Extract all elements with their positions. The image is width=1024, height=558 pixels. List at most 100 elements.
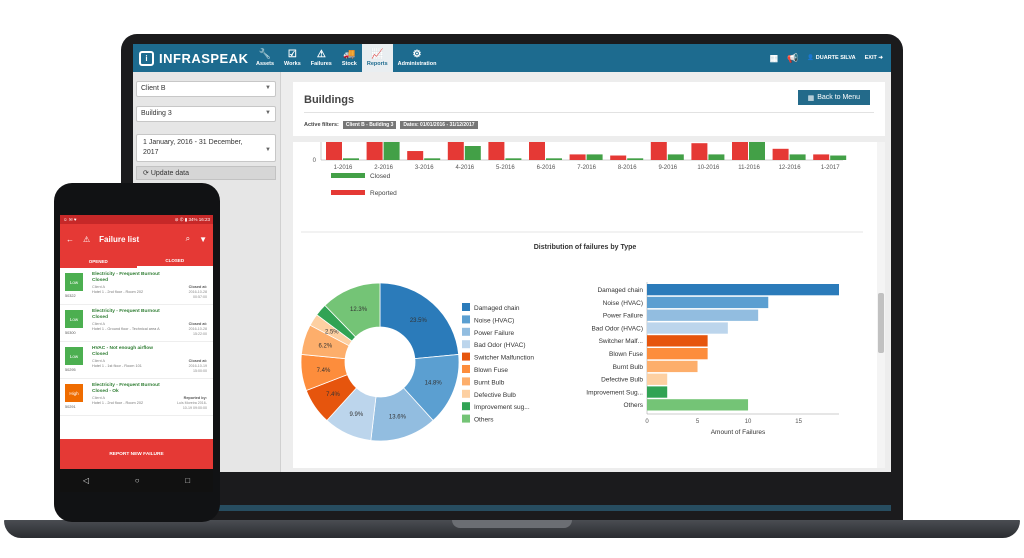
filter-tag-building[interactable]: Client B - Building 3 bbox=[342, 121, 397, 129]
nav-item-failures[interactable]: ⚠ Failures bbox=[306, 44, 337, 72]
hbar bbox=[647, 309, 759, 321]
date-line-1: 1 January, 2016 - 31 December, bbox=[143, 139, 243, 146]
legend-swatch bbox=[462, 414, 470, 423]
client-select[interactable]: Client B ▼ bbox=[136, 81, 276, 97]
user-menu[interactable]: 👤 DUARTE SILVA bbox=[807, 55, 855, 61]
bar-reported bbox=[407, 151, 424, 160]
nav-items: 🔧 Assets ☑ Works ⚠ Failures 🚚 Stock 📈 Reports ⚙ Adm… bbox=[251, 44, 441, 72]
bar-closed bbox=[627, 158, 644, 160]
failure-list-item[interactable]: Low 50300 Electricity - Frequent Burnout Cl… bbox=[60, 305, 213, 342]
bar-reported bbox=[610, 155, 627, 160]
y-tick-label: Switcher Malf... bbox=[599, 338, 644, 345]
pie-data-label: 12.3% bbox=[350, 307, 368, 313]
y-tick-label: Blown Fuse bbox=[609, 351, 643, 358]
hbar bbox=[647, 386, 668, 398]
exit-button[interactable]: EXIT ➜ bbox=[865, 55, 883, 61]
legend-swatch bbox=[462, 340, 470, 349]
nav-item-administration[interactable]: ⚙ Administration bbox=[393, 44, 442, 72]
hbar bbox=[647, 335, 708, 347]
laptop-stripe bbox=[133, 505, 891, 511]
failure-id: 50291 bbox=[65, 405, 76, 409]
building-value: Building 3 bbox=[141, 110, 172, 117]
hbar bbox=[647, 360, 698, 373]
back-arrow-icon[interactable]: ← bbox=[66, 234, 74, 244]
bar-closed bbox=[708, 154, 725, 160]
megaphone-icon[interactable]: 📢 bbox=[787, 52, 799, 63]
failure-location: Hotel 1 - Ground floor - Technical area … bbox=[92, 327, 160, 331]
legend-swatch bbox=[462, 365, 470, 373]
legend-label: Bad Odor (HVAC) bbox=[474, 342, 526, 349]
bar-closed bbox=[546, 158, 562, 160]
y-tick-label: Burnt Bulb bbox=[613, 364, 644, 371]
report-new-failure-button[interactable]: REPORT NEW FAILURE bbox=[60, 439, 213, 469]
report-content: 0 5 1-2016 2-2016 3-2016 4-2016 5-2016 6-2016 7-… bbox=[293, 142, 885, 468]
pie-data-label: 7.4% bbox=[317, 368, 331, 374]
date-range-select[interactable]: 1 January, 2016 - 31 December, 2017 ▼ bbox=[136, 134, 276, 162]
update-label: Update data bbox=[150, 170, 189, 177]
failure-date: 2016-10-19 15:00:00 bbox=[188, 364, 207, 373]
nav-item-assets[interactable]: 🔧 Assets bbox=[251, 44, 279, 72]
bar-closed bbox=[749, 142, 765, 160]
failure-list-item[interactable]: High 50291 Electricity - Frequent Burnout C… bbox=[60, 379, 213, 416]
page-title: Buildings bbox=[304, 94, 355, 106]
content-scrollbar[interactable] bbox=[877, 142, 885, 468]
tab-opened[interactable]: OPENED bbox=[88, 258, 108, 264]
failure-location: Hotel 1 - 1st floor - Room 101 bbox=[92, 364, 142, 368]
legend-swatch bbox=[462, 303, 470, 311]
back-to-menu-button[interactable]: ▦ Back to Menu bbox=[797, 90, 870, 105]
failure-list: Low 50322 Electricity - Frequent Burnout Cl… bbox=[60, 268, 213, 416]
failure-date: Luis Moreira 2016-10-19 09:00:00 bbox=[177, 401, 207, 410]
warning-icon: ⚠ bbox=[83, 234, 91, 244]
x-tick-label: 4-2016 bbox=[455, 165, 474, 171]
nav-item-label: Works bbox=[284, 60, 301, 67]
legend-label: Switcher Malfunction bbox=[474, 355, 534, 362]
failure-date-label: Closed at: bbox=[188, 359, 207, 363]
x-tick-label: 10 bbox=[745, 419, 752, 425]
legend-swatch-reported bbox=[331, 190, 365, 195]
filter-icon[interactable]: ▼ bbox=[199, 234, 207, 244]
phone-nav-bar: ◁ ○ □ bbox=[60, 469, 213, 492]
app-logo[interactable]: i INFRASPEAK bbox=[133, 50, 251, 66]
nav-back-icon[interactable]: ◁ bbox=[82, 476, 90, 485]
bar-closed bbox=[586, 154, 603, 160]
grid-icon: ▦ bbox=[807, 94, 815, 102]
legend-swatch bbox=[462, 402, 470, 411]
divider bbox=[304, 112, 874, 113]
tab-closed[interactable]: CLOSED bbox=[136, 254, 213, 268]
failure-list-item[interactable]: Low 50322 Electricity - Frequent Burnout Cl… bbox=[60, 268, 213, 305]
update-data-button[interactable]: ⟳ Update data bbox=[136, 166, 276, 180]
back-label: Back to Menu bbox=[817, 94, 860, 101]
gears-icon: ⚙ bbox=[412, 48, 422, 60]
legend-label: Improvement sug... bbox=[474, 404, 530, 411]
y-tick-label: Damaged chain bbox=[597, 287, 643, 294]
nav-item-stock[interactable]: 🚚 Stock bbox=[337, 44, 362, 72]
nav-home-icon[interactable]: ○ bbox=[134, 476, 140, 485]
search-icon[interactable]: ⌕ bbox=[185, 234, 191, 243]
building-select[interactable]: Building 3 ▼ bbox=[136, 106, 276, 122]
x-tick-label: 8-2016 bbox=[618, 165, 637, 171]
x-tick-label: 6-2016 bbox=[537, 165, 556, 171]
bar-reported bbox=[529, 142, 545, 160]
failure-status: Closed - Ok bbox=[92, 389, 119, 394]
bar-closed bbox=[343, 158, 359, 160]
failure-list-item[interactable]: Low 50295 HVAC - Not enough airflow Closed C… bbox=[60, 342, 213, 379]
scrollbar-thumb[interactable] bbox=[878, 293, 884, 353]
user-name: DUARTE SILVA bbox=[815, 55, 856, 61]
hbar bbox=[647, 399, 749, 411]
x-tick-label: 2-2016 bbox=[374, 165, 393, 171]
charts-canvas: 0 5 1-2016 2-2016 3-2016 4-2016 5-2016 6-2016 7-… bbox=[300, 142, 863, 442]
nav-recent-icon[interactable]: □ bbox=[185, 476, 191, 485]
laptop-notch bbox=[452, 520, 572, 528]
bar-reported bbox=[732, 142, 748, 160]
priority-badge: Low bbox=[65, 347, 83, 365]
exit-label: EXIT bbox=[864, 55, 877, 61]
nav-item-reports[interactable]: 📈 Reports bbox=[361, 44, 393, 72]
nav-item-works[interactable]: ☑ Works bbox=[279, 44, 306, 72]
hbar bbox=[647, 284, 839, 296]
calendar-icon[interactable]: ▦ bbox=[769, 52, 779, 63]
y-tick-label: Noise (HVAC) bbox=[603, 300, 643, 307]
x-axis-label: Amount of Failures bbox=[711, 429, 766, 436]
date-line-2: 2017 bbox=[143, 149, 159, 156]
legend-swatch bbox=[462, 389, 470, 398]
filter-tag-dates[interactable]: Dates: 01/01/2016 - 31/12/2017 bbox=[400, 121, 478, 129]
